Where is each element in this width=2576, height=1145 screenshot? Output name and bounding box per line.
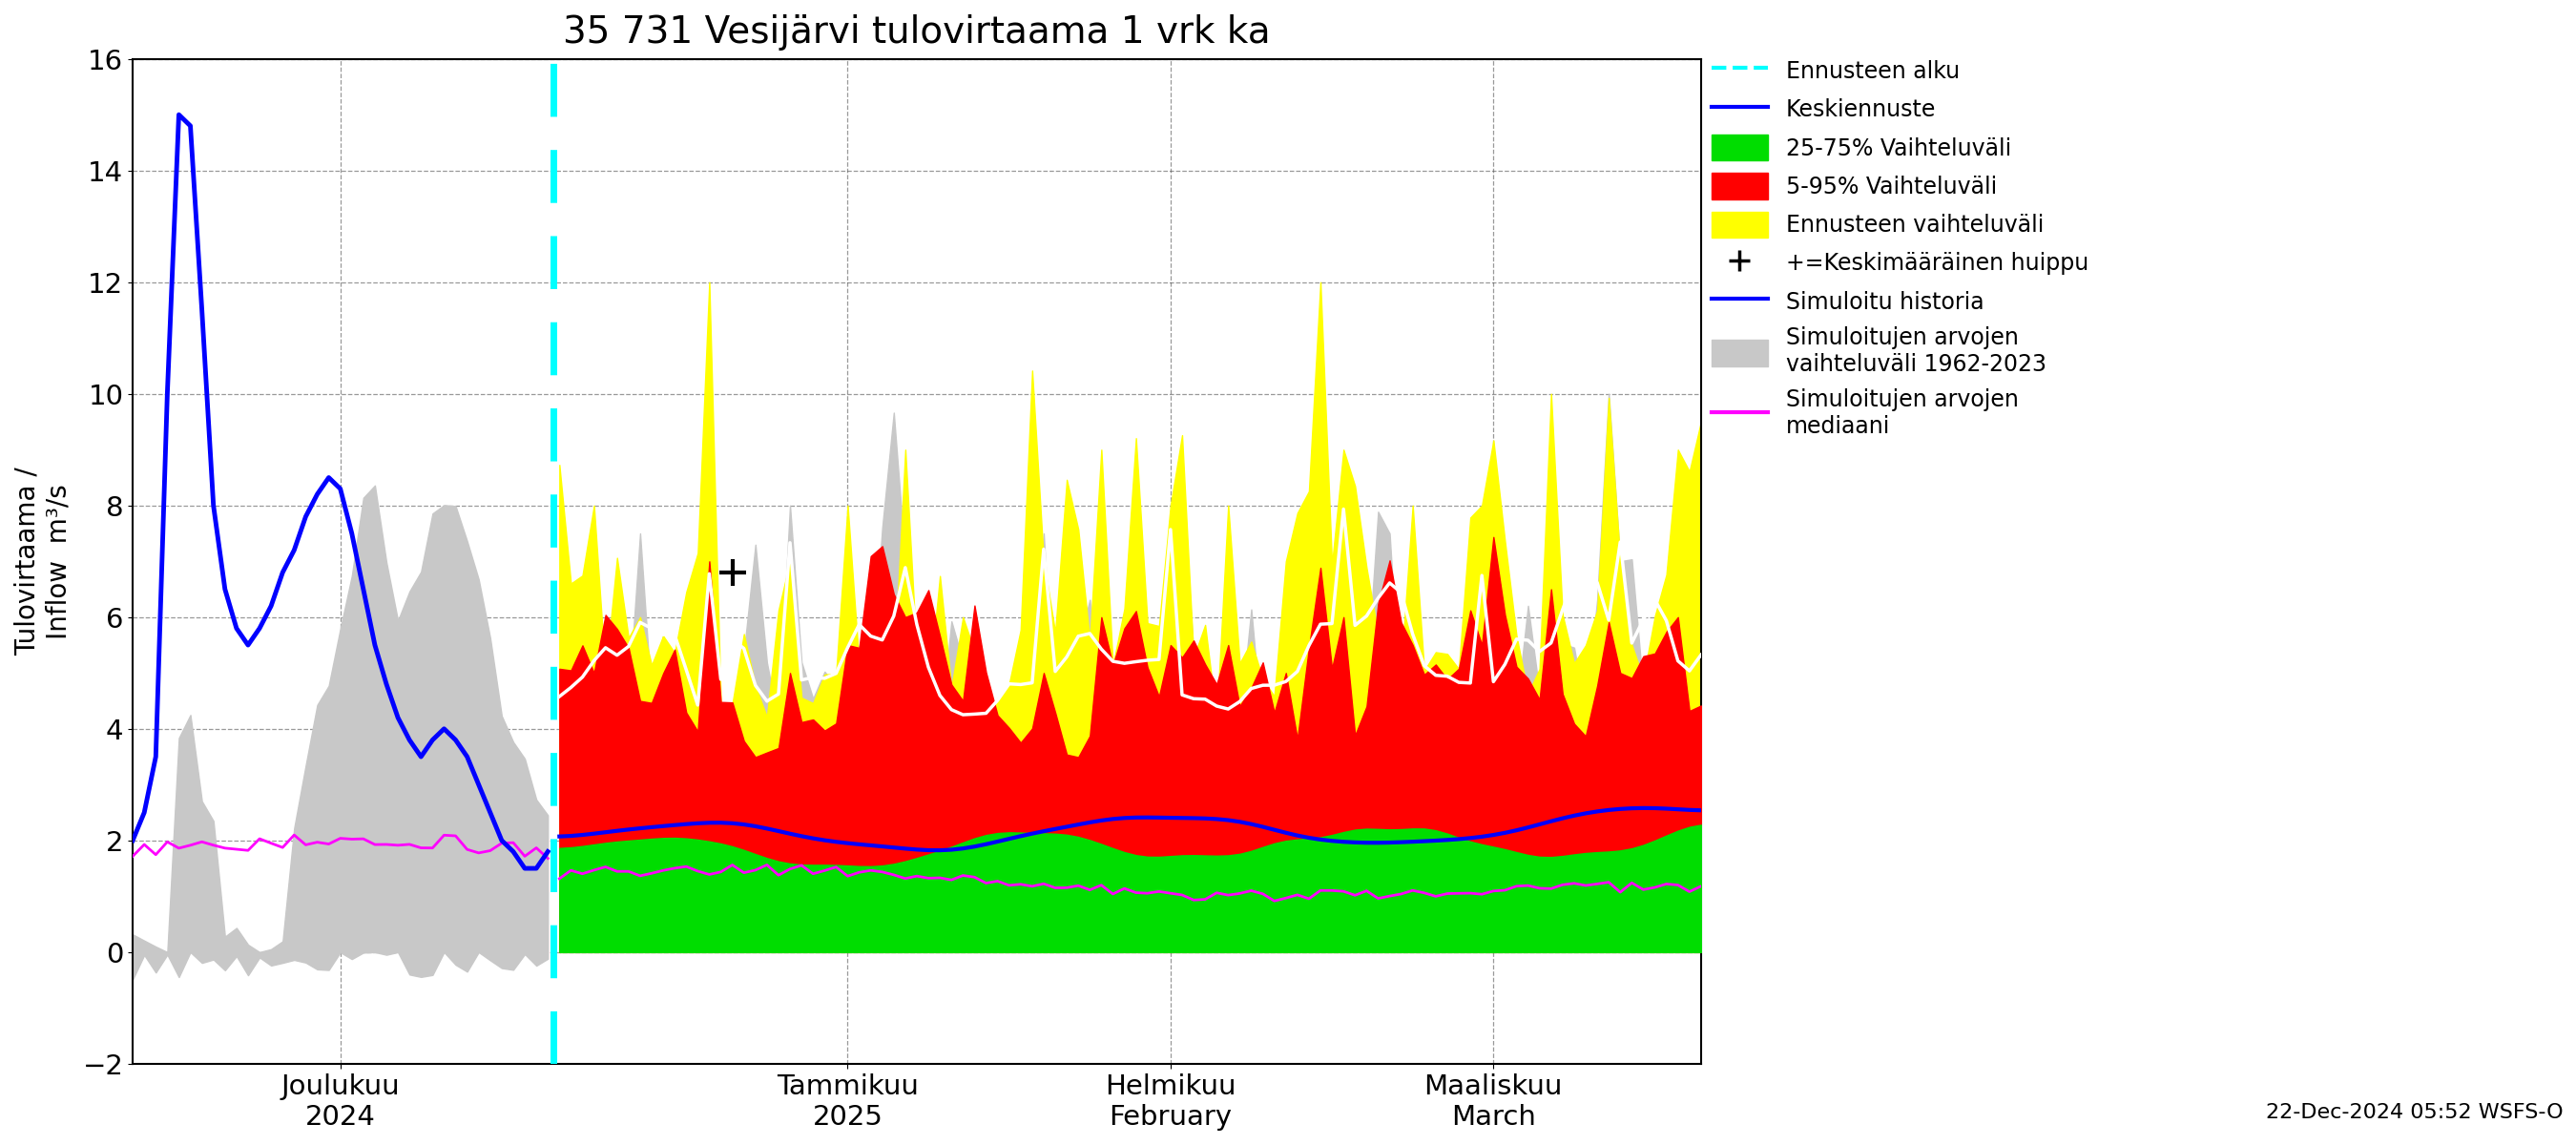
Text: 22-Dec-2024 05:52 WSFS-O: 22-Dec-2024 05:52 WSFS-O: [2267, 1103, 2563, 1122]
Legend: Ennusteen alku, Keskiennuste, 25-75% Vaihteluväli, 5-95% Vaihteluväli, Ennusteen: Ennusteen alku, Keskiennuste, 25-75% Vai…: [1703, 49, 2097, 447]
Title: 35 731 Vesijärvi tulovirtaama 1 vrk ka: 35 731 Vesijärvi tulovirtaama 1 vrk ka: [564, 14, 1270, 50]
Y-axis label: Tulovirtaama /
Inflow  m³/s: Tulovirtaama / Inflow m³/s: [15, 467, 72, 656]
